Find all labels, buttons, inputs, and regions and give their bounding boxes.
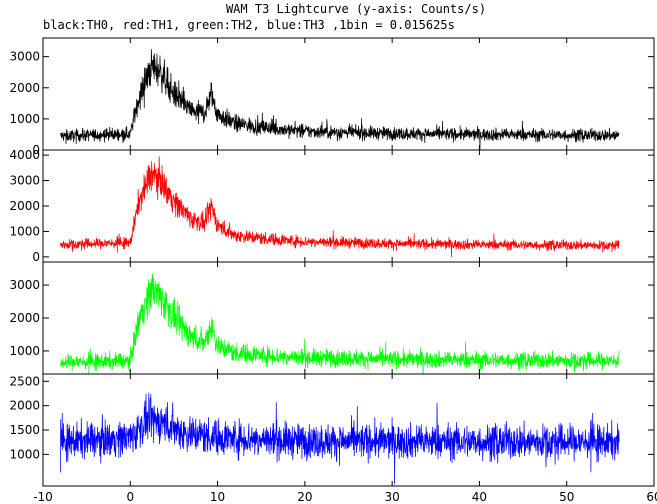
y-tick-label: 2000 [9,81,40,95]
x-tick-label: 10 [210,490,225,504]
y-tick-label: 4000 [9,148,40,162]
panel-th3: 1000 1500 2000 2500 [9,373,655,487]
y-tick-label: 3000 [9,174,40,188]
series-line-th1 [60,156,620,258]
y-tick-label: 1000 [9,344,40,358]
panel-th2: 1000 2000 3000 [9,261,655,375]
y-tick-label: 2000 [9,311,40,325]
series-line-th3 [60,392,620,485]
chart-subtitle: black:TH0, red:TH1, green:TH2, blue:TH3 … [43,18,455,32]
y-tick-label: 3000 [9,50,40,64]
y-tick-label: 0 [32,250,40,264]
panel-th1: 0 1000 2000 3000 4000 [9,148,655,264]
x-tick-label: 30 [385,490,400,504]
y-tick-label: 3000 [9,278,40,292]
x-tick-label: 60 [646,490,657,504]
x-tick-label: 50 [559,490,574,504]
panels-group: 0 1000 2000 3000 0 1000 2000 3000 4000 1000 2000 30… [9,37,657,504]
series-line-th0 [60,49,620,150]
panel-th0: 0 1000 2000 3000 [9,37,655,157]
x-tick-label: 0 [126,490,134,504]
series-line-th2 [60,273,620,374]
y-tick-label: 1000 [9,224,40,238]
y-tick-label: 1000 [9,112,40,126]
y-tick-label: 1000 [9,447,40,461]
chart-title: WAM T3 Lightcurve (y-axis: Counts/s) [226,2,486,16]
y-tick-label: 0 [32,143,40,157]
x-tick-label: 40 [472,490,487,504]
x-tick-label: 20 [297,490,312,504]
y-tick-label: 2000 [9,399,40,413]
y-tick-label: 2500 [9,374,40,388]
y-tick-label: 2000 [9,199,40,213]
x-tick-label: -10 [33,490,53,504]
y-tick-label: 1500 [9,423,40,437]
